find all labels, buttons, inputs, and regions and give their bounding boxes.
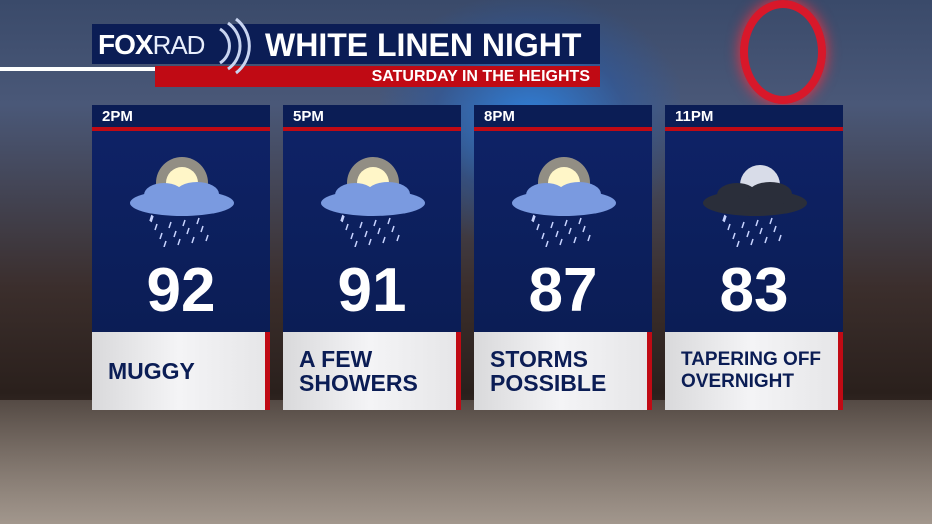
forecast-panel: 8PM 87 STORMS POSSIBLE [474,105,652,410]
accent-line [0,67,155,71]
forecast-panel: 11PM 83 TAPERING OFF OVERNIGHT [665,105,843,410]
title-bar [92,24,600,64]
page-title: WHITE LINEN NIGHT [265,27,582,63]
forecast-body: 83 [665,131,843,332]
sun-cloud-rain-icon [512,157,616,247]
description-line: POSSIBLE [490,370,607,396]
forecast-body: 92 [92,131,270,332]
forecast-time: 11PM [665,105,843,127]
sun-cloud-rain-icon [321,157,425,247]
subtitle: SATURDAY IN THE HEIGHTS [155,66,600,87]
temperature: 83 [719,256,789,325]
forecast-time: 8PM [474,105,652,127]
forecast-description: MUGGY [92,332,270,410]
forecast-description: STORMS POSSIBLE [474,332,652,410]
moon-cloud-rain-icon [703,165,807,247]
forecast-time: 5PM [283,105,461,127]
foxrad-logo: FOX RAD [98,29,205,60]
description-line: TAPERING OFF [681,349,822,370]
temperature: 91 [337,256,407,325]
forecast-description: A FEW SHOWERS [283,332,461,410]
divider [665,127,843,131]
temperature: 92 [146,256,216,325]
description-line: STORMS [490,346,588,372]
forecast-panel: 2PM 92 MUGGY [92,105,270,410]
sun-cloud-rain-icon [130,157,234,247]
forecast-description: TAPERING OFF OVERNIGHT [665,332,843,410]
description-line: A FEW [299,346,373,372]
description-line: OVERNIGHT [681,371,794,392]
radar-waves-icon [219,17,251,75]
divider [474,127,652,131]
forecast-body: 87 [474,131,652,332]
forecast-time: 2PM [92,105,270,127]
background-neon-sign [740,0,826,104]
background-crowd [0,400,932,524]
forecast-body: 91 [283,131,461,332]
divider [283,127,461,131]
temperature: 87 [528,256,598,325]
forecast-panel: 5PM 91 A FEW SHOWERS [283,105,461,410]
divider [92,127,270,131]
description-line: MUGGY [108,358,195,384]
description-line: SHOWERS [299,370,418,396]
